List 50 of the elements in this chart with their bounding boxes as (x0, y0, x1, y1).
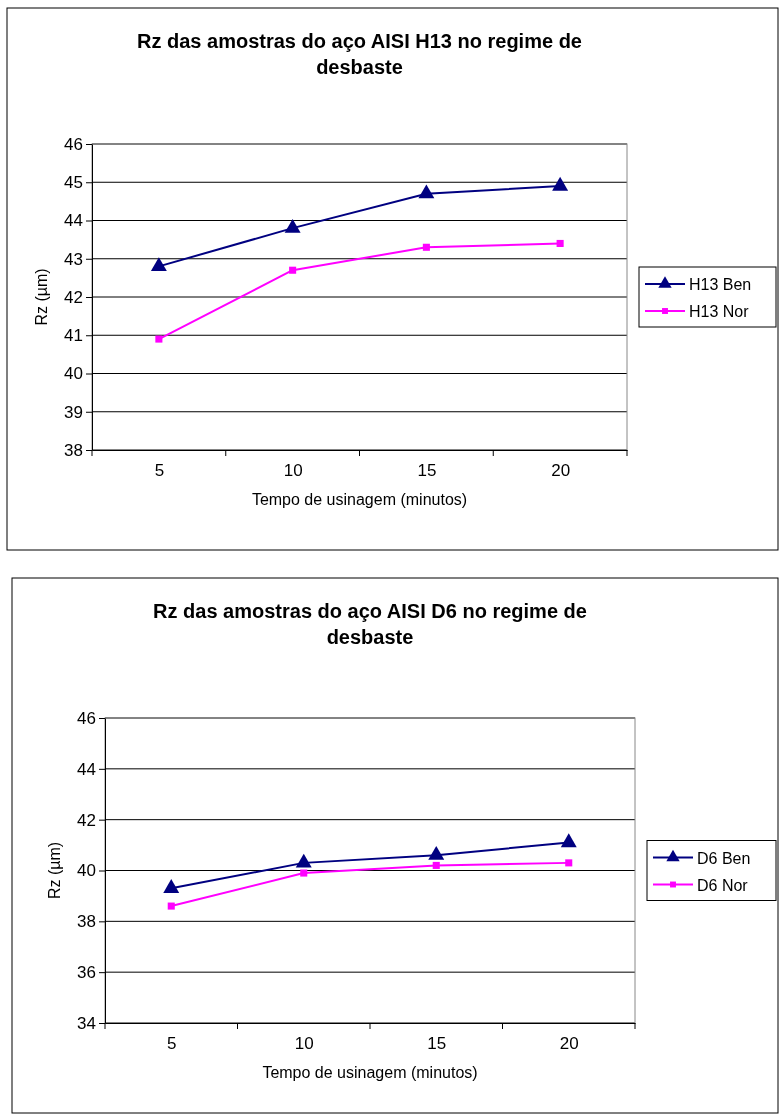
y-tick-label: 46 (64, 134, 83, 154)
point (556, 239, 564, 247)
point (150, 257, 167, 271)
x-axis-title: Tempo de usinagem (minutos) (262, 1064, 478, 1081)
x-tick-label: 15 (427, 1034, 447, 1054)
x-tick-label: 15 (417, 461, 437, 481)
x-tick-label: 10 (294, 1034, 314, 1054)
y-tick-label: 41 (64, 326, 83, 346)
y-tick-label: 45 (64, 173, 83, 193)
y-tick-label: 44 (64, 211, 83, 231)
point (300, 869, 308, 877)
x-axis-title: Tempo de usinagem (minutos) (251, 491, 468, 508)
point (560, 833, 577, 848)
y-tick-label: 38 (64, 440, 83, 460)
point (284, 218, 301, 233)
point (167, 902, 175, 910)
y-axis-title: Rz (µm) (33, 268, 50, 326)
legend-label: H13 Ben (689, 276, 752, 293)
y-axis-title: Rz (µm) (46, 841, 63, 900)
point (432, 861, 440, 869)
y-tick-label: 46 (77, 708, 96, 728)
x-tick-label: 20 (551, 461, 571, 481)
point (418, 184, 435, 199)
x-tick-label: 5 (154, 461, 165, 481)
y-tick-label: 40 (77, 861, 96, 881)
y-tick-label: 44 (77, 759, 96, 779)
y-tick-label: 42 (77, 810, 96, 830)
chart-title: Rz das amostras do aço AISI D6 no regime de desbaste (153, 600, 587, 648)
point (163, 879, 180, 893)
point (422, 243, 430, 251)
point (295, 853, 312, 868)
chart-title: Rz das amostras do aço AISI H13 no regime de desbaste (137, 30, 582, 78)
legend-label: H13 Nor (689, 303, 750, 320)
point (289, 266, 297, 274)
legend-label: D6 Nor (697, 876, 749, 894)
point (552, 176, 569, 191)
y-tick-label: 38 (77, 912, 96, 932)
y-tick-label: 34 (77, 1013, 96, 1033)
y-tick-label: 43 (64, 249, 83, 269)
x-tick-label: 20 (559, 1034, 579, 1054)
point (155, 335, 163, 343)
y-tick-label: 39 (64, 402, 83, 422)
y-tick-label: 40 (64, 364, 83, 384)
y-tick-label: 36 (77, 963, 96, 983)
x-tick-label: 5 (167, 1034, 177, 1054)
y-tick-label: 42 (64, 287, 83, 307)
x-tick-label: 10 (283, 461, 303, 481)
legend-label: D6 Ben (697, 849, 751, 867)
point (565, 859, 573, 867)
point (428, 846, 445, 860)
